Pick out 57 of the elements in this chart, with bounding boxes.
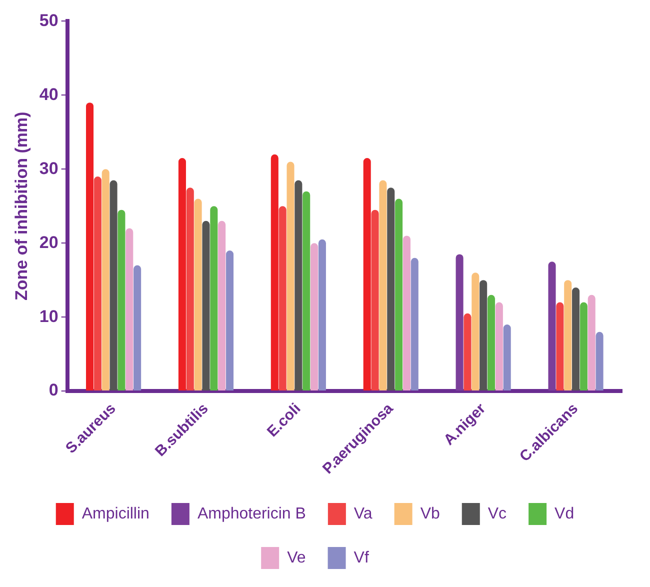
bar bbox=[464, 313, 472, 391]
bar bbox=[564, 280, 572, 391]
bar bbox=[495, 302, 503, 391]
bar bbox=[94, 176, 102, 391]
y-tick-label: 20 bbox=[39, 232, 58, 252]
bar bbox=[86, 102, 94, 391]
legend-label: Vf bbox=[354, 549, 370, 566]
bar bbox=[588, 294, 596, 391]
y-tick-label: 50 bbox=[39, 10, 58, 30]
legend-label: Va bbox=[354, 505, 372, 522]
bar bbox=[126, 228, 134, 391]
bar bbox=[194, 198, 202, 391]
bar bbox=[503, 324, 511, 391]
bar bbox=[572, 287, 580, 391]
legend-label: Vc bbox=[488, 505, 507, 522]
bar bbox=[410, 258, 418, 391]
bar bbox=[178, 158, 186, 391]
bar bbox=[548, 262, 556, 391]
bar bbox=[580, 302, 588, 391]
y-tick-label: 30 bbox=[39, 158, 58, 178]
y-axis-title: Zone of inhibition (mm) bbox=[12, 112, 31, 301]
bar bbox=[456, 254, 464, 391]
bar bbox=[556, 302, 564, 391]
y-tick-label: 10 bbox=[39, 306, 58, 326]
bar bbox=[210, 206, 218, 391]
bar bbox=[310, 243, 318, 391]
legend-label: Amphotericin B bbox=[197, 505, 306, 522]
bar bbox=[480, 280, 488, 391]
bar bbox=[278, 206, 286, 391]
bar bbox=[134, 265, 142, 391]
bar bbox=[186, 188, 194, 391]
y-tick-label: 0 bbox=[48, 380, 58, 400]
bar bbox=[118, 210, 126, 391]
bar bbox=[202, 220, 210, 391]
bar bbox=[286, 162, 294, 391]
legend-label: Ampicillin bbox=[82, 505, 150, 522]
bar bbox=[363, 158, 371, 391]
bar bbox=[371, 210, 379, 391]
legend-label: Vd bbox=[554, 505, 574, 522]
y-tick-label: 40 bbox=[39, 84, 58, 104]
bar bbox=[387, 188, 395, 391]
legend-label: Vb bbox=[420, 505, 440, 522]
bar bbox=[294, 180, 302, 391]
bar bbox=[596, 332, 604, 391]
bar bbox=[270, 154, 278, 391]
legend-label: Ve bbox=[287, 549, 306, 566]
bar bbox=[218, 220, 226, 391]
bar bbox=[226, 250, 234, 391]
bar bbox=[318, 239, 326, 391]
bar bbox=[487, 294, 496, 391]
bar bbox=[395, 198, 403, 391]
bar bbox=[110, 180, 118, 391]
bar bbox=[379, 180, 387, 391]
bar bbox=[402, 236, 410, 391]
bar bbox=[302, 191, 310, 391]
bar bbox=[102, 169, 110, 391]
bar bbox=[472, 272, 480, 391]
